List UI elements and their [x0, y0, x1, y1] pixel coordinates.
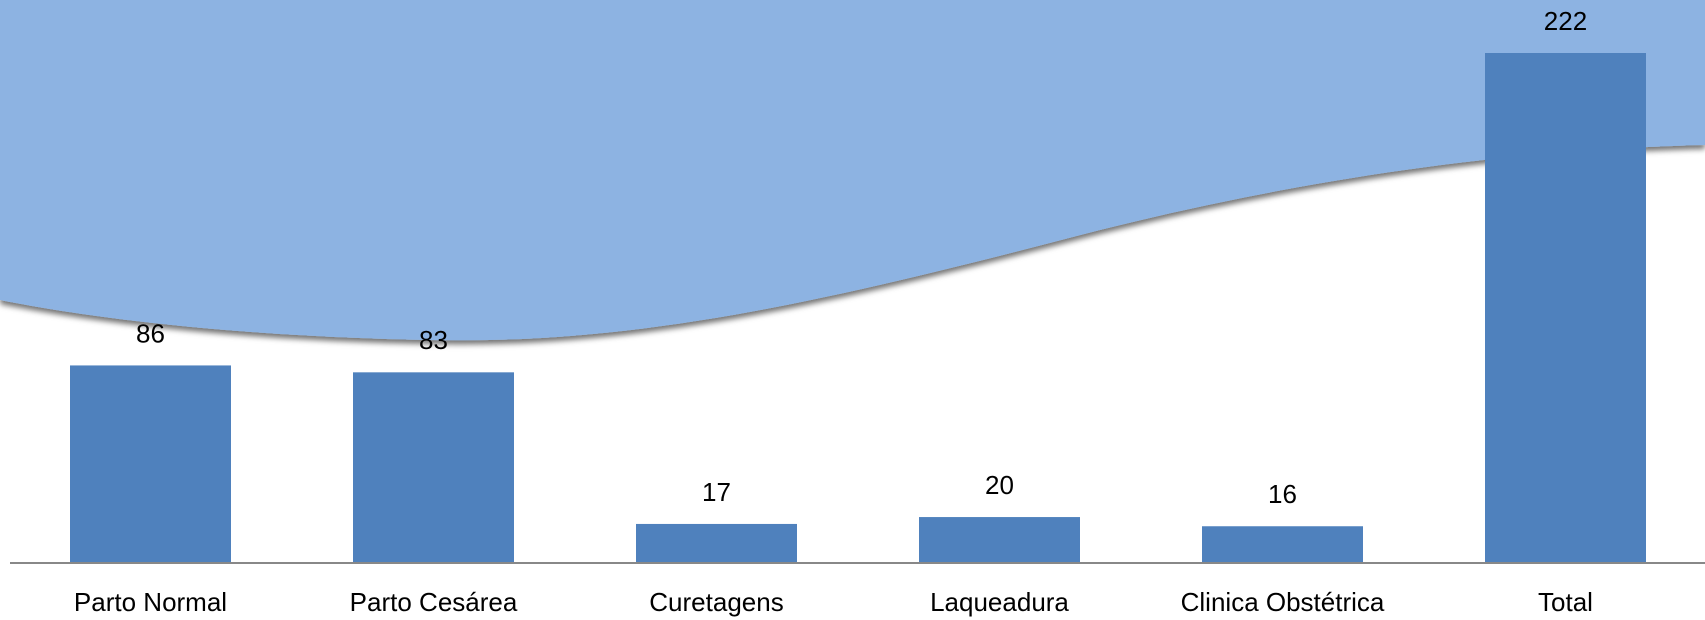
x-tick-label: Clinica Obstétrica — [1181, 587, 1385, 617]
x-tick-label: Curetagens — [649, 587, 783, 617]
data-label: 16 — [1268, 479, 1297, 509]
bar — [70, 365, 231, 563]
background-wave — [0, 0, 1705, 341]
bar — [1485, 53, 1646, 563]
data-label: 86 — [136, 318, 165, 348]
data-label: 222 — [1544, 6, 1587, 36]
bar — [919, 517, 1080, 563]
x-tick-label: Parto Normal — [74, 587, 227, 617]
x-tick-label: Parto Cesárea — [350, 587, 518, 617]
bar — [1202, 526, 1363, 563]
data-label: 17 — [702, 477, 731, 507]
x-tick-label: Laqueadura — [930, 587, 1069, 617]
bar — [636, 523, 797, 563]
data-label: 20 — [985, 470, 1014, 500]
x-tick-label: Total — [1538, 587, 1593, 617]
bar — [353, 372, 514, 563]
data-label: 83 — [419, 325, 448, 355]
